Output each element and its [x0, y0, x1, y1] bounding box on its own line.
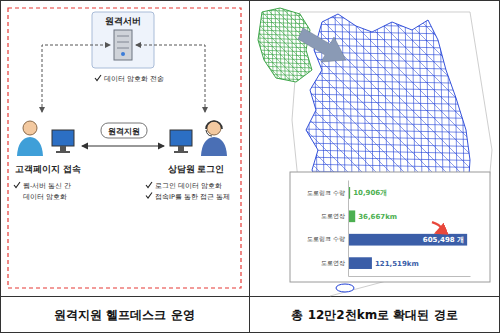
monitor-base: [56, 151, 70, 153]
check-mark: [14, 182, 20, 188]
server-icon-slot: [117, 42, 129, 43]
check-mark: [146, 182, 152, 188]
link-label-box: [101, 123, 147, 138]
road: [224, 6, 303, 85]
check-mark: [146, 193, 152, 199]
bars: [348, 187, 467, 269]
server-icon-slot: [117, 36, 129, 37]
road: [300, 87, 475, 91]
monitor-icon: [170, 130, 192, 153]
server-icon: [114, 30, 132, 60]
y-tick: 도로연장: [321, 213, 345, 219]
link-arrow: [82, 145, 164, 146]
road: [300, 157, 475, 161]
zoom-arrow: [298, 28, 346, 62]
road: [176, 6, 255, 85]
dashed-border: [8, 8, 241, 288]
jeju: [336, 284, 354, 292]
chart-panel: [290, 172, 490, 282]
agent-icon: [201, 121, 227, 156]
x-axis: [349, 276, 471, 277]
change-arrow: [432, 222, 441, 233]
y-tick-label: 도로연장: [321, 213, 345, 219]
server-label: 원격서버: [105, 16, 141, 26]
bullet-text: 로그인 데이터 암호화: [155, 182, 222, 190]
data-label: 36,667km: [358, 213, 397, 221]
road: [300, 10, 475, 14]
data-label: 10,906개: [353, 189, 387, 197]
server-icon-light: [121, 52, 125, 56]
x-axis-line: [349, 276, 471, 277]
road: [240, 6, 319, 85]
y-tick: 도로연장: [321, 260, 345, 266]
road-mesh: [176, 6, 391, 85]
customer-label: 고객페이지 접속: [15, 164, 81, 174]
bar: [348, 210, 355, 222]
road: [255, 6, 315, 8]
link-label: 원격지원: [108, 127, 140, 136]
road: [300, 129, 475, 133]
monitor-base: [174, 151, 188, 153]
agent-label: 상담원 로그인: [168, 164, 225, 174]
bullet-text: 접속IP를 통한 접근 통제: [155, 193, 230, 201]
bullet-text: 데이터 암호화 전송: [104, 75, 164, 83]
y-tick: 도로링크 수량: [307, 236, 345, 242]
road: [300, 31, 475, 35]
monitor-stand: [60, 146, 66, 151]
bar: [348, 234, 467, 246]
right-panel: 도로링크 수량도로연장도로링크 수량도로연장10,906개36,667km605…: [60, 6, 500, 296]
data-label: 121,519km: [375, 260, 419, 268]
land-outline: [258, 8, 312, 82]
bullet-text: 웹-서버 통신 간: [23, 182, 71, 190]
y-tick-label: 도로연장: [321, 260, 345, 266]
data-label: 605,498 개: [423, 236, 464, 244]
outer-frame: [1, 1, 500, 333]
y-tick-label: 도로링크 수량: [307, 190, 345, 196]
left-panel: 원격서버원격지원고객페이지 접속 상담원 로그인 데이터 암호화 전송웹-서버 통신…: [8, 8, 241, 288]
bar-chart: 도로링크 수량도로연장도로링크 수량도로연장10,906개36,667km605…: [290, 172, 490, 282]
customer-icon: [17, 121, 43, 156]
headset: [206, 121, 222, 129]
monitor-screen: [170, 130, 192, 146]
person-body: [17, 137, 43, 156]
y-tick-label: 도로링크 수량: [307, 236, 345, 242]
road: [255, 6, 257, 85]
road: [300, 101, 475, 105]
caption-divider: [0, 296, 500, 297]
road: [280, 6, 359, 85]
person-head: [207, 121, 221, 135]
road: [272, 6, 351, 85]
caption: 원격지원 헬프데스크 운영: [54, 308, 194, 322]
road: [300, 73, 475, 77]
road: [300, 115, 475, 119]
road: [255, 82, 315, 84]
monitor-icon: [52, 130, 74, 153]
road: [184, 6, 263, 85]
monitor-stand: [178, 146, 184, 151]
person-body: [201, 137, 227, 156]
headset-mic: [206, 130, 212, 136]
road: [288, 6, 367, 85]
panel-divider: [249, 0, 250, 333]
road: [300, 143, 475, 147]
server-box: [92, 12, 154, 68]
y-axis-line: [348, 181, 349, 277]
road: [200, 6, 279, 85]
y-tick: 도로링크 수량: [307, 190, 345, 196]
check-mark: [95, 75, 101, 81]
road: [232, 6, 311, 85]
person-head: [23, 121, 37, 135]
bullet-text: 데이터 암호화: [23, 193, 67, 201]
road: [208, 6, 287, 85]
road: [216, 6, 295, 85]
caption: 총 12만2천km로 확대된 경로: [291, 308, 457, 322]
data-labels: 10,906개 36,667km 605,498 개 121,519km: [353, 189, 464, 267]
server-icon-slot: [117, 48, 129, 49]
road: [192, 6, 271, 85]
monitor-screen: [52, 130, 74, 146]
page: 원격서버원격지원고객페이지 접속 상담원 로그인 데이터 암호화 전송웹-서버 통신…: [0, 0, 500, 333]
bar: [348, 257, 372, 269]
y-axis: 도로링크 수량도로연장도로링크 수량도로연장: [307, 181, 348, 277]
connector-customer: [42, 45, 110, 112]
